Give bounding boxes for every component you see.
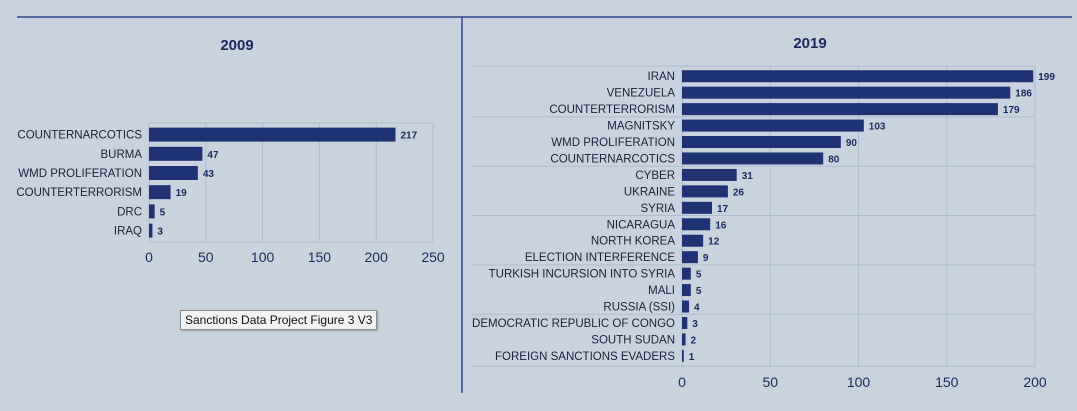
bar-wmd-proliferation (682, 136, 841, 149)
x-tick-label: 150 (935, 374, 959, 390)
x-tick-label: 0 (678, 374, 686, 390)
bar-turkish-incursion-into-syria (682, 267, 691, 280)
bar-magnitsky (682, 119, 864, 132)
data-label: 199 (1038, 72, 1055, 83)
bar-cyber (682, 168, 737, 181)
category-label: ELECTION INTERFERENCE (525, 252, 675, 264)
data-label: 103 (869, 122, 886, 133)
data-label: 90 (846, 138, 858, 149)
category-label: SYRIA (640, 203, 675, 215)
category-label: UKRAINE (624, 186, 675, 198)
bar-ukraine (682, 185, 728, 198)
data-label: 5 (696, 286, 702, 297)
bar-syria (682, 201, 713, 214)
bar-russia-ssi- (682, 300, 690, 313)
category-label: IRAN (648, 71, 675, 83)
chart-title: 2009 (220, 37, 253, 54)
data-label: 186 (1015, 89, 1032, 100)
bar-counterterrorism (682, 103, 998, 116)
category-label: MAGNITSKY (607, 121, 675, 133)
data-label: 80 (828, 154, 840, 165)
data-label: 3 (692, 319, 698, 330)
category-label: FOREIGN SANCTIONS EVADERS (495, 351, 675, 363)
category-label: WMD PROLIFERATION (551, 137, 675, 149)
bar-south-sudan (682, 333, 686, 346)
bar-counterterrorism (149, 185, 171, 200)
data-label: 1 (689, 352, 695, 363)
x-tick-label: 50 (762, 374, 778, 390)
x-tick-label: 250 (421, 249, 445, 265)
data-label: 179 (1003, 105, 1020, 116)
bar-iran (682, 70, 1034, 83)
data-label: 26 (733, 187, 745, 198)
x-tick-label: 200 (1023, 374, 1047, 390)
x-tick-label: 200 (365, 249, 389, 265)
category-label: NICARAGUA (607, 219, 676, 231)
data-label: 43 (203, 169, 215, 180)
category-label: SOUTH SUDAN (591, 334, 675, 346)
bar-burma (149, 146, 203, 161)
data-label: 16 (715, 220, 727, 231)
bar-drc (149, 204, 155, 219)
data-label: 217 (401, 131, 418, 142)
bar-iraq (149, 223, 153, 238)
data-label: 12 (708, 237, 720, 248)
data-label: 3 (157, 227, 163, 238)
category-label: MALI (648, 285, 675, 297)
bar-north-korea (682, 234, 704, 247)
data-label: 19 (176, 188, 188, 199)
category-label: IRAQ (114, 226, 142, 238)
x-tick-label: 100 (847, 374, 871, 390)
bar-venezuela (682, 86, 1011, 99)
data-label: 5 (696, 270, 702, 281)
figure-tooltip: Sanctions Data Project Figure 3 V3 (180, 310, 378, 330)
category-label: RUSSIA (SSI) (603, 302, 675, 314)
x-tick-label: 100 (251, 249, 275, 265)
bar-counternarcotics (149, 127, 396, 142)
bar-mali (682, 284, 691, 297)
x-tick-label: 0 (145, 249, 153, 265)
bar-wmd-proliferation (149, 166, 198, 180)
bar-election-interference (682, 251, 698, 264)
data-label: 4 (694, 303, 700, 314)
category-label: BURMA (100, 149, 142, 161)
chart-panel-2009: 2009 COUNTERNARCOTICS 217 BURMA 47 WMD PROLIF… (16, 37, 445, 265)
bar-nicaragua (682, 218, 711, 231)
category-label: VENEZUELA (607, 88, 676, 100)
bar-foreign-sanctions-evaders (682, 349, 684, 362)
category-label: WMD PROLIFERATION (18, 168, 142, 180)
category-label: TURKISH INCURSION INTO SYRIA (489, 269, 676, 281)
category-label: NORTH KOREA (591, 236, 675, 248)
bar-democratic-republic-of-congo (682, 316, 688, 329)
category-label: COUNTERTERRORISM (16, 187, 142, 199)
x-tick-label: 50 (198, 249, 214, 265)
category-label: DEMOCRATIC REPUBLIC OF CONGO (472, 318, 675, 330)
category-label: COUNTERNARCOTICS (550, 153, 675, 165)
category-label: CYBER (635, 170, 675, 182)
data-label: 17 (717, 204, 729, 215)
data-label: 47 (207, 150, 219, 161)
data-label: 31 (742, 171, 754, 182)
data-label: 9 (703, 253, 709, 264)
data-label: 5 (160, 207, 166, 218)
data-label: 2 (691, 335, 697, 346)
bar-counternarcotics (682, 152, 824, 165)
chart-title: 2019 (793, 35, 826, 52)
x-tick-label: 150 (308, 249, 332, 265)
category-label: COUNTERTERRORISM (549, 104, 675, 116)
category-label: DRC (117, 206, 142, 218)
category-label: COUNTERNARCOTICS (17, 130, 142, 142)
